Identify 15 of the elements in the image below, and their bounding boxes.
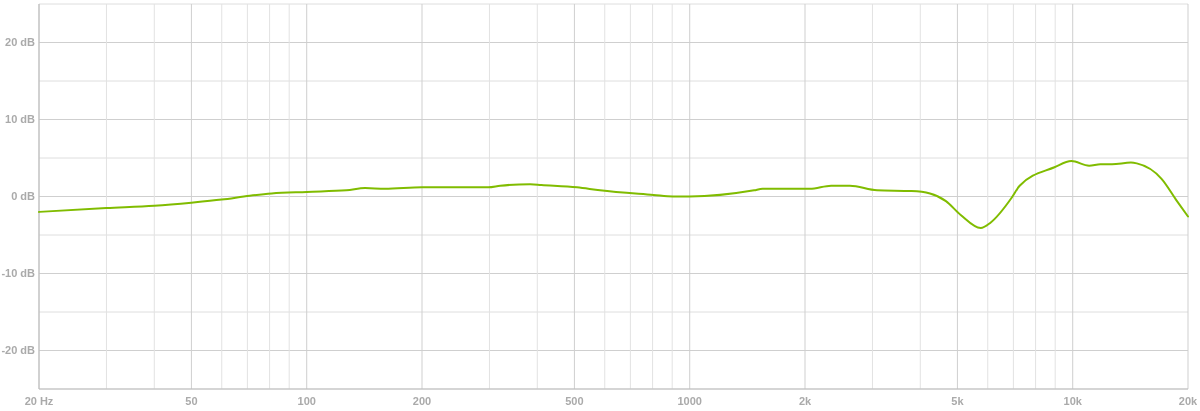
x-tick-label: 50	[185, 395, 198, 407]
x-tick-label: 10k	[1063, 395, 1083, 407]
x-tick-label: 20 Hz	[24, 395, 54, 407]
y-tick-label: 10 dB	[5, 113, 36, 126]
x-tick-label: 1000	[677, 395, 702, 407]
y-tick-label: -10 dB	[1, 267, 36, 280]
x-tick-label: 500	[565, 395, 584, 407]
x-tick-label: 20k	[1178, 395, 1199, 407]
y-tick-label: -20 dB	[1, 344, 36, 357]
y-tick-label: 20 dB	[5, 36, 36, 49]
x-tick-label: 200	[412, 395, 432, 407]
x-tick-label: 100	[297, 395, 316, 407]
x-tick-label: 5k	[951, 395, 965, 407]
y-tick-label: 0 dB	[11, 190, 36, 203]
x-tick-label: 2k	[798, 395, 812, 407]
